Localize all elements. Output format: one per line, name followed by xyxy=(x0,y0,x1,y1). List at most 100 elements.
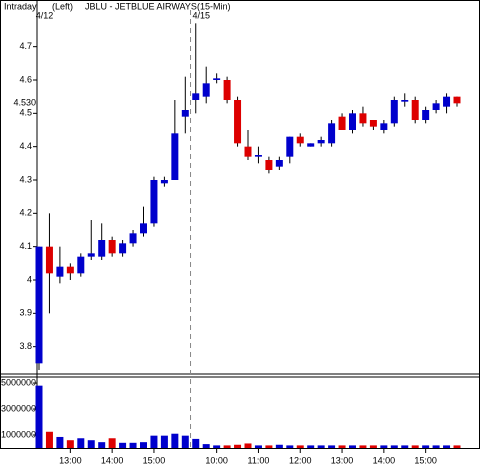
y-tick-label: 5000000 xyxy=(1,377,36,387)
candle-body xyxy=(202,83,210,97)
axis-side: (Left) xyxy=(52,1,73,11)
candle-body xyxy=(432,103,440,110)
y-tick-label: 4.5 xyxy=(19,108,32,118)
chart-title: JBLU - JETBLUE AIRWAYS xyxy=(85,1,197,11)
candle-body xyxy=(443,96,451,107)
last-price-label: 4.530 xyxy=(13,98,36,108)
volume-bar xyxy=(223,445,231,448)
candle-body xyxy=(56,266,64,277)
candle-body xyxy=(213,78,221,80)
candle-body xyxy=(275,160,283,167)
candle-body xyxy=(129,233,137,244)
volume-bar xyxy=(213,445,221,448)
candle-body xyxy=(286,136,294,157)
candle-body xyxy=(35,246,43,364)
volume-bar xyxy=(234,444,242,448)
candle-body xyxy=(401,100,409,102)
volume-bar xyxy=(202,444,210,448)
volume-bar xyxy=(390,445,398,448)
x-tick-label: 13:00 xyxy=(331,455,354,465)
x-tick-label: 10:00 xyxy=(205,455,228,465)
volume-bar xyxy=(45,431,53,448)
volume-bar xyxy=(150,435,158,448)
candle-body xyxy=(150,180,158,224)
volume-bar xyxy=(244,443,252,448)
candle-body xyxy=(171,133,179,180)
volume-bar xyxy=(192,438,200,448)
volume-bar xyxy=(129,442,137,448)
x-tick-label: 15:00 xyxy=(414,455,437,465)
x-tick-label: 13:00 xyxy=(59,455,82,465)
candle-body xyxy=(254,155,262,157)
interval: (15-Min) xyxy=(197,1,231,11)
volume-bar xyxy=(401,445,409,448)
candle-body xyxy=(422,110,430,120)
candle-body xyxy=(108,240,116,254)
candle-body xyxy=(453,96,461,104)
x-tick-label: 12:00 xyxy=(289,455,312,465)
x-tick-label: 11:00 xyxy=(248,455,270,465)
candle-body xyxy=(380,123,388,130)
y-tick-label: 4.3 xyxy=(19,174,32,184)
volume-bar xyxy=(56,436,64,448)
y-tick-label: 1000000 xyxy=(1,429,36,439)
volume-bar xyxy=(359,445,367,448)
volume-bar xyxy=(307,445,315,448)
volume-bar xyxy=(411,445,419,448)
candle-body xyxy=(411,100,419,120)
candle-body xyxy=(140,223,147,234)
chart-subtitle: Intraday xyxy=(4,1,37,11)
candle-body xyxy=(66,266,74,274)
y-tick-label: 3.9 xyxy=(19,308,32,318)
volume-bar xyxy=(369,445,377,448)
candle-body xyxy=(192,93,200,100)
y-tick-label: 4.1 xyxy=(19,241,32,251)
candle-body xyxy=(338,116,346,130)
volume-bar xyxy=(87,440,95,448)
volume-bar xyxy=(453,445,461,448)
candle-body xyxy=(234,100,242,144)
candle-body xyxy=(45,246,53,274)
y-tick-label: 4.2 xyxy=(19,208,32,218)
candle-body xyxy=(181,110,189,117)
session-label: 4/15 xyxy=(193,10,211,20)
volume-bar xyxy=(98,442,106,448)
volume-bar xyxy=(66,440,74,448)
volume-bar xyxy=(338,445,346,448)
candle-body xyxy=(369,120,377,127)
y-tick-label: 3000000 xyxy=(1,403,36,413)
volume-bar xyxy=(296,445,304,448)
y-tick-label: 4.7 xyxy=(19,41,32,51)
volume-bar xyxy=(265,445,273,448)
candle-body xyxy=(223,80,231,100)
candle-body xyxy=(349,113,356,130)
y-tick-label: 4 xyxy=(27,274,32,284)
volume-bar xyxy=(432,445,440,448)
volume-bar xyxy=(380,445,388,448)
volume-bar xyxy=(108,438,116,448)
volume-bar xyxy=(171,433,179,448)
volume-bar xyxy=(422,445,430,448)
volume-bar xyxy=(317,445,325,448)
volume-bar xyxy=(140,442,147,448)
volume-bar xyxy=(254,445,262,448)
session-label: 4/12 xyxy=(36,10,54,20)
candle-body xyxy=(119,243,127,254)
candle-body xyxy=(328,123,336,144)
candle-body xyxy=(307,143,315,147)
volume-bar xyxy=(275,444,283,448)
candle-body xyxy=(317,140,325,144)
candle-body xyxy=(296,136,304,144)
candle-body xyxy=(160,180,168,184)
x-tick-label: 15:00 xyxy=(143,455,166,465)
y-tick-label: 3.8 xyxy=(19,341,32,351)
candle-body xyxy=(265,160,273,170)
volume-bar xyxy=(77,438,85,448)
candle-body xyxy=(244,146,252,157)
candle-body xyxy=(87,253,95,257)
y-tick-label: 4.6 xyxy=(19,74,32,84)
volume-bar xyxy=(349,445,356,448)
y-tick-label: 4.4 xyxy=(19,141,32,151)
frame xyxy=(0,0,480,449)
